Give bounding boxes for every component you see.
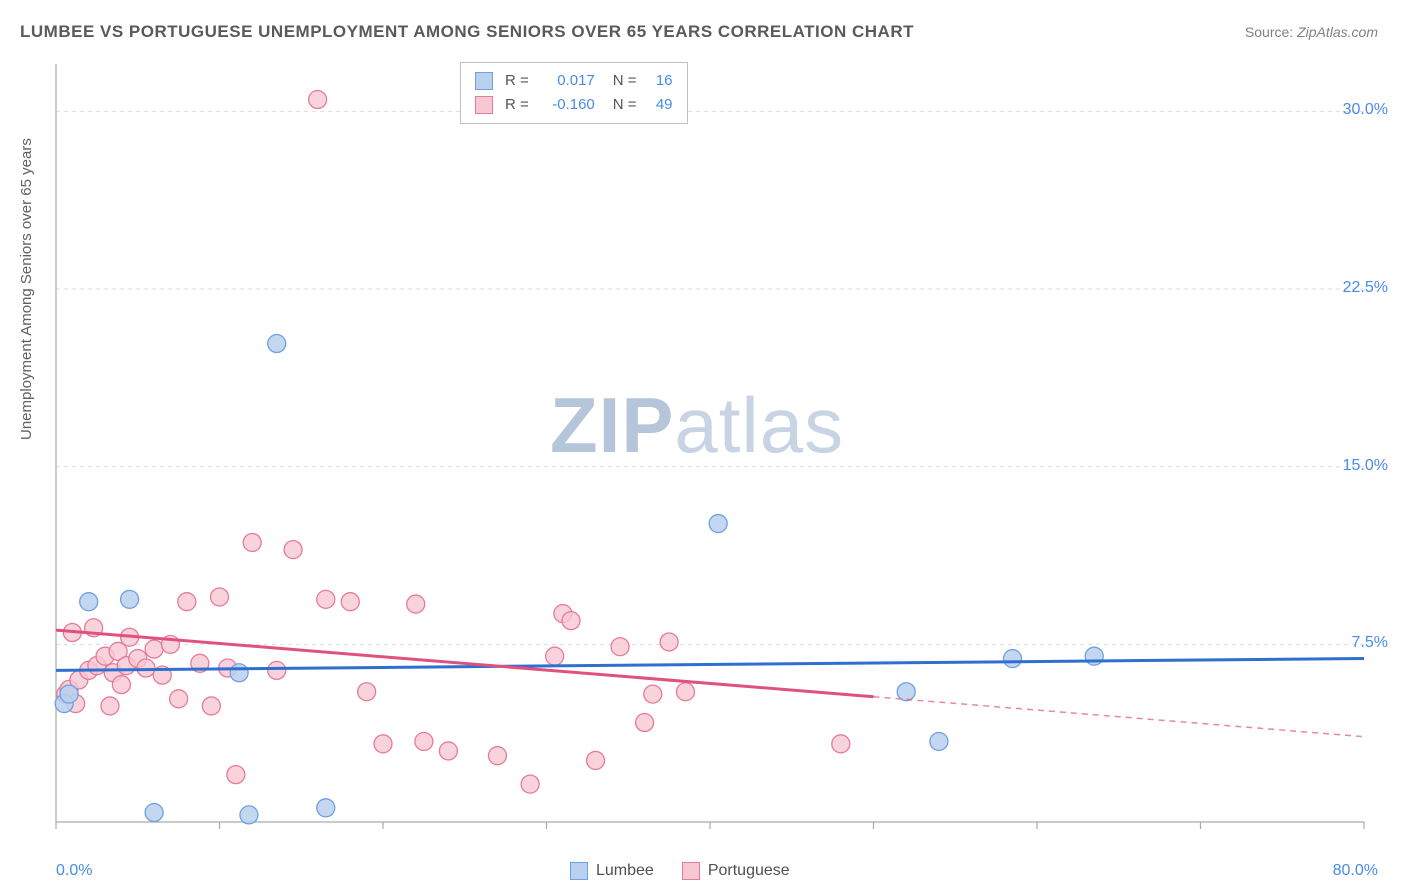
scatter-chart-svg [52,60,1382,830]
portuguese-label: Portuguese [708,862,790,880]
chart-area [52,60,1382,830]
source-label: Source: [1245,24,1293,40]
portuguese-swatch-icon [682,862,700,880]
y-tick-label: 15.0% [1343,457,1388,475]
series-legend: Lumbee Portuguese [570,862,790,880]
lumbee-label: Lumbee [596,862,654,880]
x-axis-max-label: 80.0% [1333,862,1378,880]
legend-row-lumbee: R = 0.017 N = 16 [475,69,673,93]
n-label: N = [613,69,637,93]
portuguese-r-value: -0.160 [537,93,595,117]
y-tick-label: 7.5% [1352,634,1388,652]
y-axis-label: Unemployment Among Seniors over 65 years [18,138,35,440]
lumbee-n-value: 16 [645,69,673,93]
correlation-legend: R = 0.017 N = 16 R = -0.160 N = 49 [460,62,688,124]
y-tick-label: 22.5% [1343,279,1388,297]
n-label: N = [613,93,637,117]
chart-title: LUMBEE VS PORTUGUESE UNEMPLOYMENT AMONG … [20,22,914,42]
legend-item-portuguese: Portuguese [682,862,790,880]
source-value: ZipAtlas.com [1297,24,1378,40]
lumbee-r-value: 0.017 [537,69,595,93]
x-axis-min-label: 0.0% [56,862,92,880]
portuguese-swatch [475,96,493,114]
r-label: R = [505,93,529,117]
legend-row-portuguese: R = -0.160 N = 49 [475,93,673,117]
lumbee-swatch-icon [570,862,588,880]
r-label: R = [505,69,529,93]
legend-item-lumbee: Lumbee [570,862,654,880]
source-attribution: Source: ZipAtlas.com [1245,24,1378,40]
portuguese-n-value: 49 [645,93,673,117]
lumbee-swatch [475,72,493,90]
y-tick-label: 30.0% [1343,101,1388,119]
